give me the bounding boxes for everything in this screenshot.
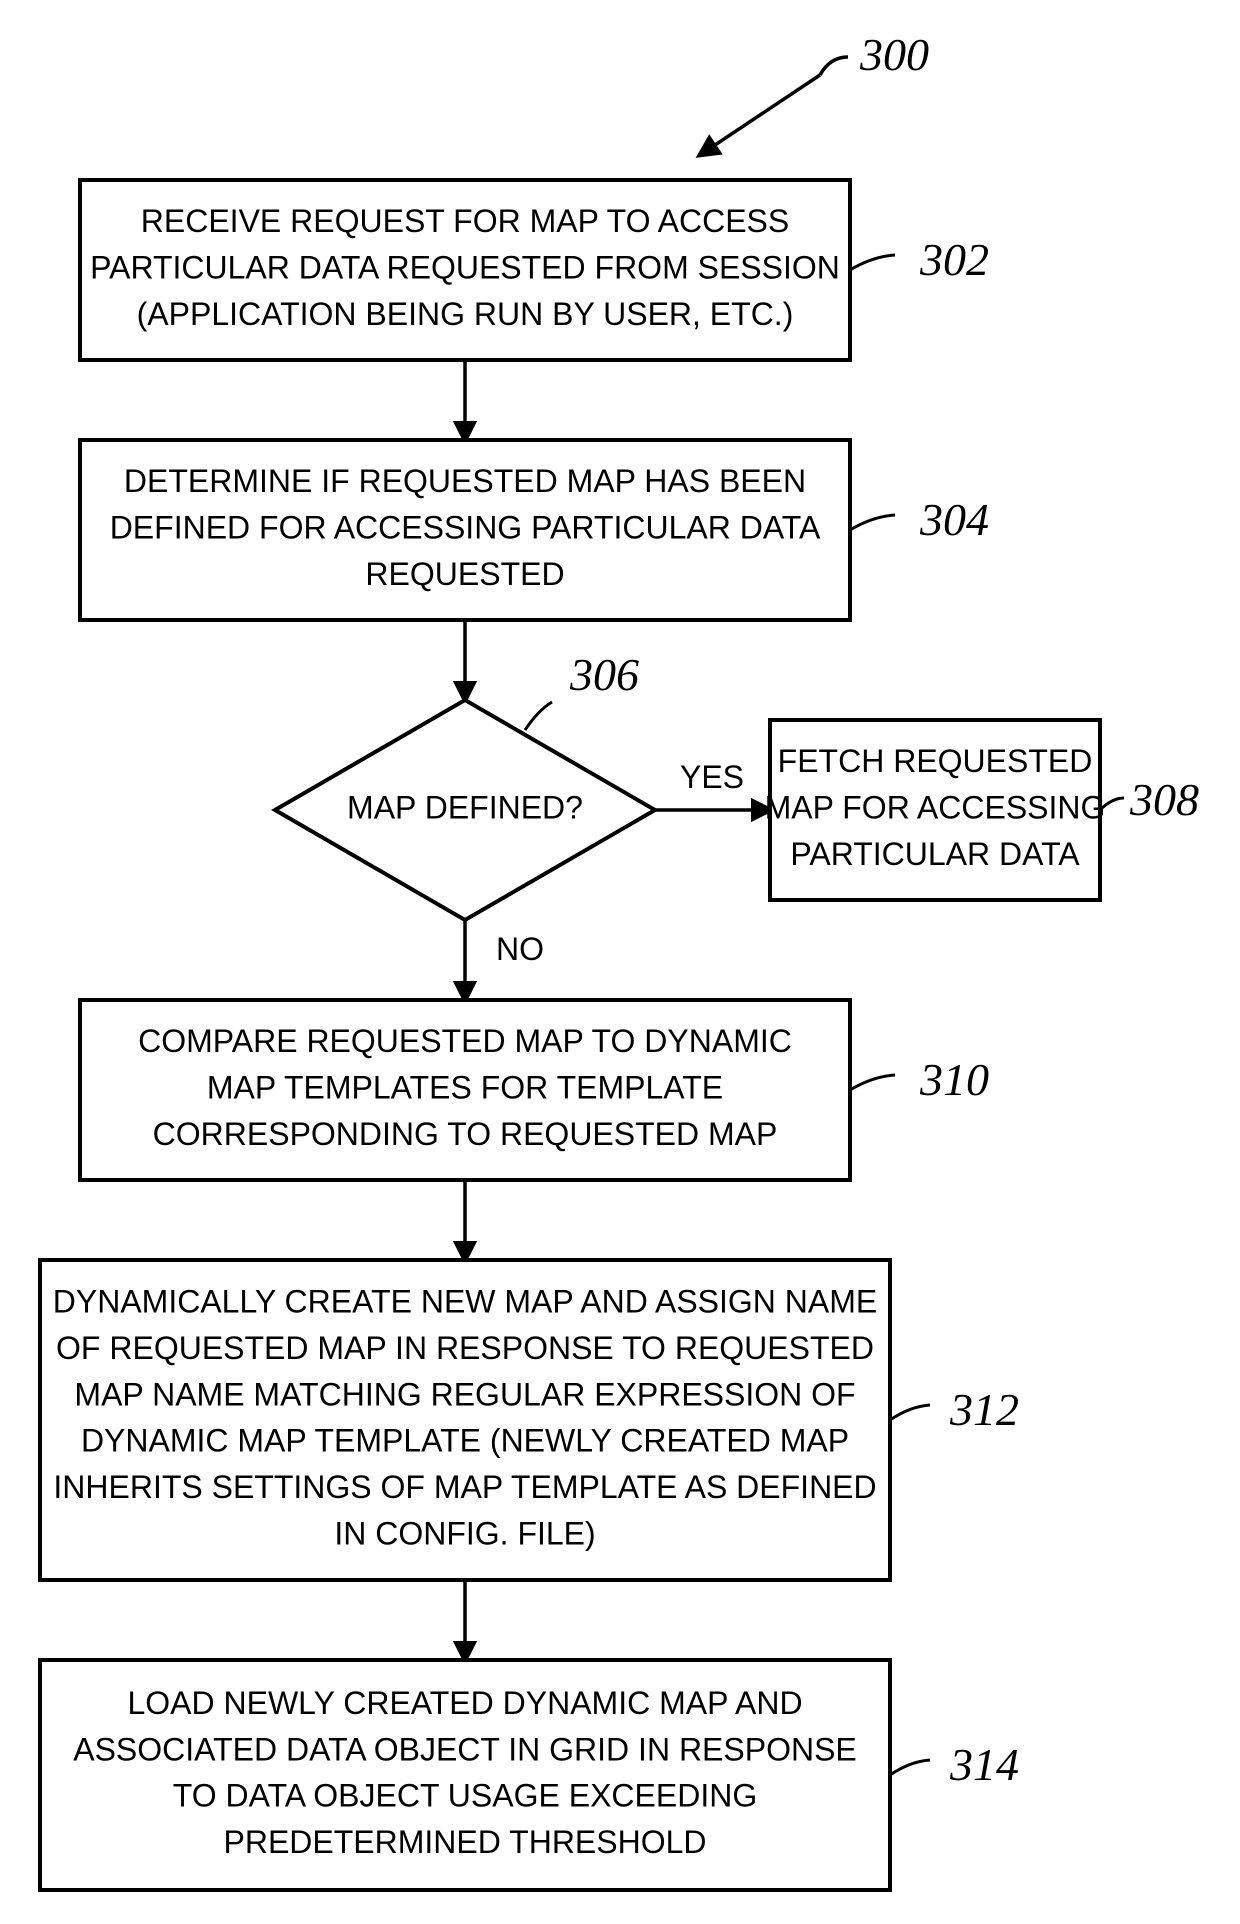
figure-number: 300 <box>859 29 929 80</box>
leader-n304 <box>850 515 895 530</box>
node-n312-text-4: INHERITS SETTINGS OF MAP TEMPLATE AS DEF… <box>53 1469 876 1505</box>
node-n312: DYNAMICALLY CREATE NEW MAP AND ASSIGN NA… <box>40 1260 890 1580</box>
ref-label-n304: 304 <box>919 494 989 545</box>
node-n304-text-0: DETERMINE IF REQUESTED MAP HAS BEEN <box>124 463 806 499</box>
node-n314-text-1: ASSOCIATED DATA OBJECT IN GRID IN RESPON… <box>73 1731 857 1767</box>
leader-n314 <box>890 1760 930 1775</box>
node-n314: LOAD NEWLY CREATED DYNAMIC MAP AND ASSOCI… <box>40 1660 890 1890</box>
leader-n302 <box>850 255 895 270</box>
ref-label-n310: 310 <box>919 1054 989 1105</box>
edge-label-n306-n310: NO <box>496 931 544 967</box>
node-n304-text-2: REQUESTED <box>365 556 564 592</box>
node-n306: MAP DEFINED? <box>275 700 655 920</box>
node-n302-text-2: (APPLICATION BEING RUN BY USER, ETC.) <box>137 296 794 332</box>
node-n302-text-1: PARTICULAR DATA REQUESTED FROM SESSION <box>90 249 840 285</box>
node-n312-text-3: DYNAMIC MAP TEMPLATE (NEWLY CREATED MAP <box>81 1423 849 1459</box>
node-n308: FETCH REQUESTED MAP FOR ACCESSING PARTICUL… <box>765 720 1106 900</box>
flowchart-diagram: YES NO RECEIVE REQUEST FOR MAP TO ACCESS P… <box>0 0 1240 1924</box>
node-n310-text-2: CORRESPONDING TO REQUESTED MAP <box>153 1116 778 1152</box>
ref-label-n308: 308 <box>1129 774 1199 825</box>
node-n314-text-0: LOAD NEWLY CREATED DYNAMIC MAP AND <box>127 1685 802 1721</box>
node-n312-text-0: DYNAMICALLY CREATE NEW MAP AND ASSIGN NA… <box>53 1283 877 1319</box>
node-n308-text-0: FETCH REQUESTED <box>778 743 1093 779</box>
node-n308-text-1: MAP FOR ACCESSING <box>765 789 1106 825</box>
node-n306-text-0: MAP DEFINED? <box>347 789 583 825</box>
title-arrow-hook <box>820 57 848 75</box>
node-n312-text-2: MAP NAME MATCHING REGULAR EXPRESSION OF <box>74 1376 855 1412</box>
ref-label-n306: 306 <box>569 649 639 700</box>
node-n314-text-2: TO DATA OBJECT USAGE EXCEEDING <box>173 1778 757 1814</box>
node-n304: DETERMINE IF REQUESTED MAP HAS BEEN DEFIN… <box>80 440 850 620</box>
edge-label-n306-n308: YES <box>680 759 744 795</box>
node-n308-text-2: PARTICULAR DATA <box>790 836 1080 872</box>
node-n310-text-1: MAP TEMPLATES FOR TEMPLATE <box>207 1069 723 1105</box>
ref-label-n312: 312 <box>949 1384 1019 1435</box>
nodes: RECEIVE REQUEST FOR MAP TO ACCESS PARTICU… <box>40 180 1105 1890</box>
node-n302-text-0: RECEIVE REQUEST FOR MAP TO ACCESS <box>141 203 789 239</box>
node-n312-text-1: OF REQUESTED MAP IN RESPONSE TO REQUESTE… <box>56 1330 874 1366</box>
node-n304-text-1: DEFINED FOR ACCESSING PARTICULAR DATA <box>110 509 821 545</box>
node-n312-text-5: IN CONFIG. FILE) <box>334 1515 595 1551</box>
ref-label-n314: 314 <box>949 1739 1019 1790</box>
node-n314-text-3: PREDETERMINED THRESHOLD <box>223 1824 706 1860</box>
node-n310-text-0: COMPARE REQUESTED MAP TO DYNAMIC <box>138 1023 792 1059</box>
leader-n312 <box>890 1405 930 1420</box>
node-n302: RECEIVE REQUEST FOR MAP TO ACCESS PARTICU… <box>80 180 850 360</box>
leader-n310 <box>850 1075 895 1090</box>
leader-n306 <box>525 702 552 730</box>
node-n310: COMPARE REQUESTED MAP TO DYNAMIC MAP TEMP… <box>80 1000 850 1180</box>
title-arrow <box>700 75 820 155</box>
ref-label-n302: 302 <box>919 234 989 285</box>
